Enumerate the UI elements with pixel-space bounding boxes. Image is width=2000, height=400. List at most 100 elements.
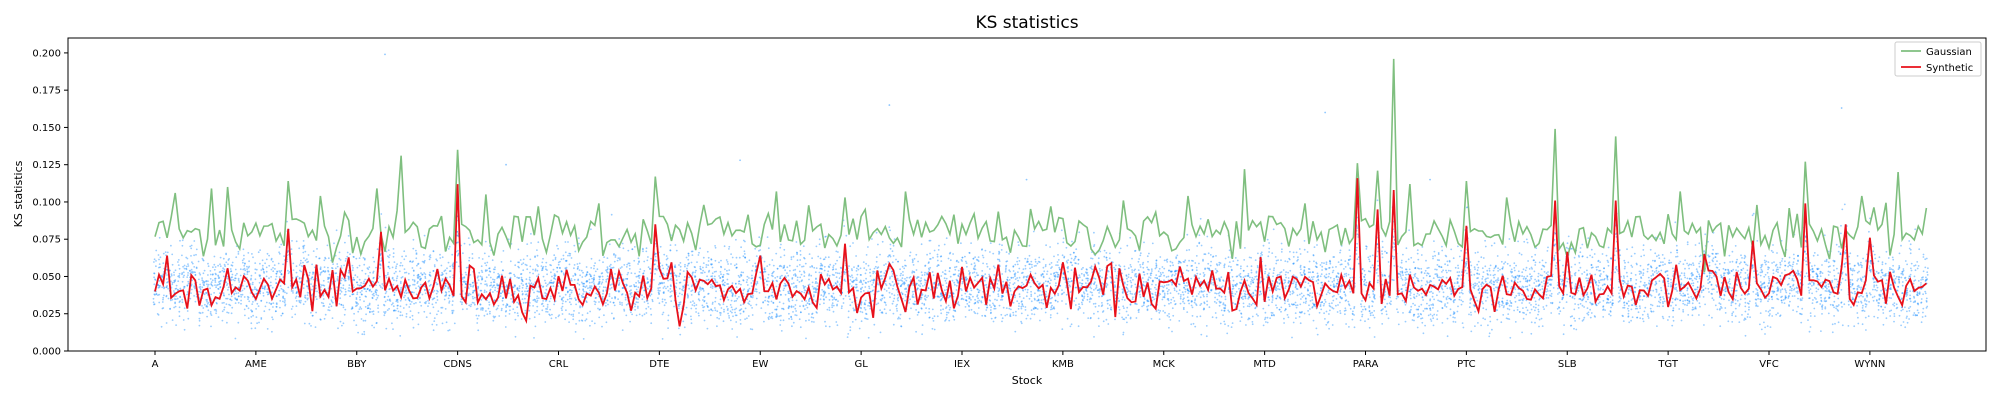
scatter-point bbox=[340, 286, 343, 289]
scatter-point bbox=[690, 322, 693, 325]
scatter-point bbox=[928, 261, 930, 264]
scatter-point bbox=[234, 268, 237, 271]
scatter-point bbox=[789, 269, 791, 272]
scatter-point bbox=[619, 301, 621, 304]
scatter-point bbox=[598, 275, 600, 278]
scatter-point bbox=[630, 285, 633, 287]
scatter-point bbox=[436, 295, 439, 298]
scatter-point bbox=[638, 271, 641, 273]
scatter-point bbox=[448, 270, 451, 273]
scatter-point bbox=[926, 253, 928, 256]
scatter-point bbox=[536, 295, 539, 298]
scatter-point bbox=[770, 294, 773, 297]
scatter-point bbox=[331, 267, 333, 269]
scatter-point bbox=[595, 292, 598, 295]
scatter-point bbox=[573, 278, 576, 281]
scatter-point bbox=[550, 281, 553, 284]
scatter-point bbox=[860, 290, 862, 293]
scatter-point bbox=[444, 269, 447, 272]
scatter-point bbox=[556, 270, 559, 273]
scatter-point bbox=[167, 281, 169, 283]
scatter-point bbox=[521, 298, 524, 300]
scatter-point bbox=[299, 281, 301, 283]
scatter-point bbox=[552, 281, 554, 284]
scatter-point bbox=[339, 293, 342, 295]
scatter-point bbox=[1040, 274, 1043, 277]
scatter-point bbox=[612, 301, 615, 304]
scatter-point bbox=[186, 310, 189, 312]
scatter-point bbox=[299, 262, 302, 264]
scatter-point bbox=[389, 298, 391, 301]
scatter-point bbox=[336, 286, 339, 289]
scatter-point bbox=[278, 293, 280, 296]
scatter-point bbox=[852, 242, 854, 244]
scatter-point bbox=[549, 297, 552, 300]
scatter-point bbox=[982, 262, 984, 265]
scatter-point bbox=[601, 297, 604, 300]
scatter-point bbox=[338, 251, 341, 254]
scatter-point bbox=[391, 322, 393, 325]
scatter-point bbox=[417, 323, 420, 326]
scatter-point bbox=[883, 288, 886, 291]
scatter-point bbox=[872, 289, 874, 292]
scatter-point bbox=[849, 329, 852, 332]
scatter-point bbox=[472, 285, 474, 288]
scatter-point bbox=[931, 317, 934, 320]
scatter-point bbox=[444, 282, 447, 285]
scatter-point bbox=[1046, 270, 1049, 273]
scatter-point bbox=[714, 281, 717, 283]
scatter-point bbox=[441, 278, 444, 280]
scatter-point bbox=[432, 270, 435, 272]
scatter-point bbox=[738, 280, 741, 283]
scatter-point bbox=[419, 297, 421, 300]
scatter-point bbox=[864, 317, 866, 320]
scatter-point bbox=[506, 303, 508, 305]
scatter-point bbox=[794, 275, 797, 277]
scatter-point bbox=[159, 266, 162, 269]
scatter-point bbox=[545, 300, 547, 302]
scatter-point bbox=[269, 281, 272, 284]
scatter-point bbox=[259, 249, 261, 252]
scatter-point bbox=[601, 295, 604, 298]
scatter-point bbox=[617, 257, 620, 260]
scatter-point bbox=[606, 266, 609, 269]
scatter-point bbox=[655, 259, 658, 262]
scatter-point bbox=[673, 305, 675, 308]
scatter-point bbox=[205, 291, 207, 294]
scatter-point bbox=[215, 312, 218, 315]
scatter-point bbox=[245, 304, 248, 307]
scatter-point bbox=[642, 248, 644, 251]
scatter-point bbox=[347, 235, 350, 237]
scatter-point bbox=[872, 270, 875, 273]
scatter-point bbox=[320, 301, 323, 304]
scatter-point bbox=[1020, 322, 1023, 325]
scatter-point bbox=[642, 272, 644, 275]
scatter-point bbox=[635, 301, 638, 304]
scatter-point bbox=[567, 290, 569, 293]
scatter-point bbox=[647, 256, 649, 258]
y-axis-label: KS statistics bbox=[12, 160, 25, 227]
scatter-point bbox=[417, 277, 420, 279]
scatter-point bbox=[675, 282, 678, 285]
scatter-point bbox=[471, 253, 474, 255]
scatter-point bbox=[755, 255, 758, 257]
scatter-point bbox=[157, 314, 160, 316]
scatter-point bbox=[352, 267, 354, 269]
scatter-point bbox=[925, 307, 927, 309]
scatter-point bbox=[369, 284, 371, 287]
scatter-point bbox=[395, 288, 397, 291]
scatter-point bbox=[218, 271, 221, 273]
scatter-point bbox=[976, 294, 979, 296]
scatter-point bbox=[262, 268, 265, 271]
scatter-point bbox=[395, 265, 398, 268]
scatter-point bbox=[731, 308, 734, 311]
scatter-point bbox=[835, 271, 837, 274]
scatter-point bbox=[762, 271, 765, 274]
scatter-point bbox=[820, 294, 823, 296]
scatter-point bbox=[470, 285, 472, 288]
scatter-point bbox=[162, 307, 165, 309]
scatter-point bbox=[851, 269, 853, 272]
scatter-point bbox=[509, 260, 512, 263]
scatter-point bbox=[872, 282, 875, 284]
scatter-point bbox=[798, 264, 801, 266]
